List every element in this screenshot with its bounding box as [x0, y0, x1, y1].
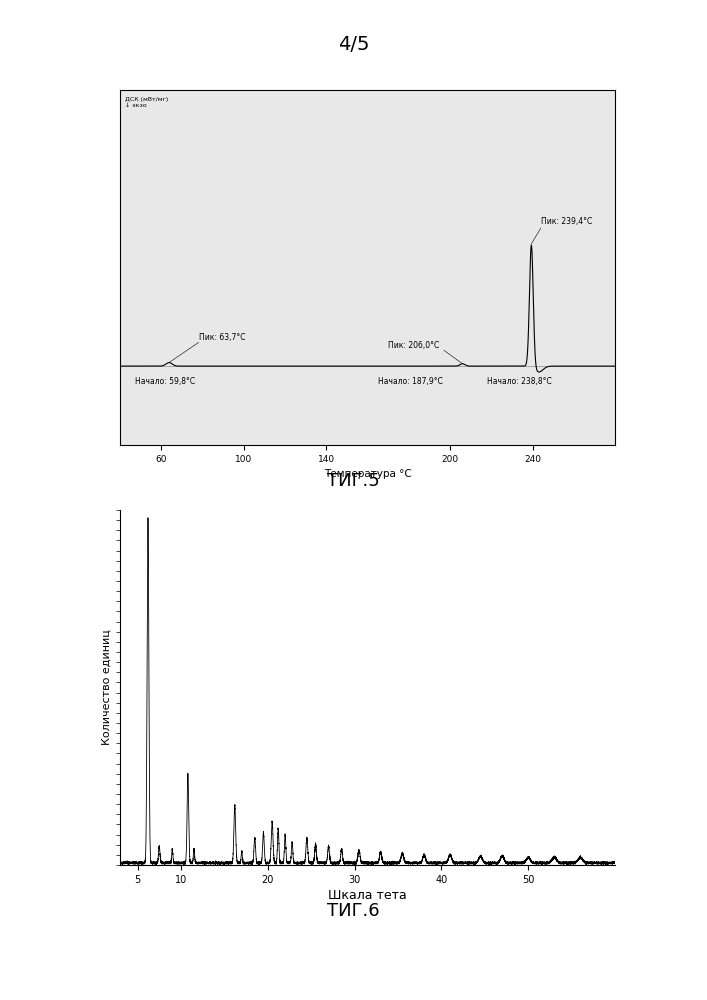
Text: Начало: 187,9°C: Начало: 187,9°C: [378, 377, 443, 386]
Text: Пик: 206,0°C: Пик: 206,0°C: [388, 341, 440, 350]
Text: Начало: 59,8°C: Начало: 59,8°C: [134, 377, 194, 386]
X-axis label: Температура °C: Температура °C: [324, 469, 411, 479]
Text: ΤИГ.6: ΤИГ.6: [327, 902, 380, 920]
Text: Пик: 239,4°C: Пик: 239,4°C: [541, 217, 592, 226]
Text: Пик: 63,7°C: Пик: 63,7°C: [199, 333, 245, 342]
Text: ДСК (мВт/мг)
↓ экзо: ДСК (мВт/мг) ↓ экзо: [125, 97, 168, 108]
Text: 4/5: 4/5: [338, 35, 369, 54]
X-axis label: Шкала тета: Шкала тета: [328, 889, 407, 902]
Text: Начало: 238,8°C: Начало: 238,8°C: [487, 377, 552, 386]
Text: ΤИГ.5: ΤИГ.5: [327, 472, 380, 490]
Y-axis label: Количество единиц: Количество единиц: [102, 630, 112, 745]
